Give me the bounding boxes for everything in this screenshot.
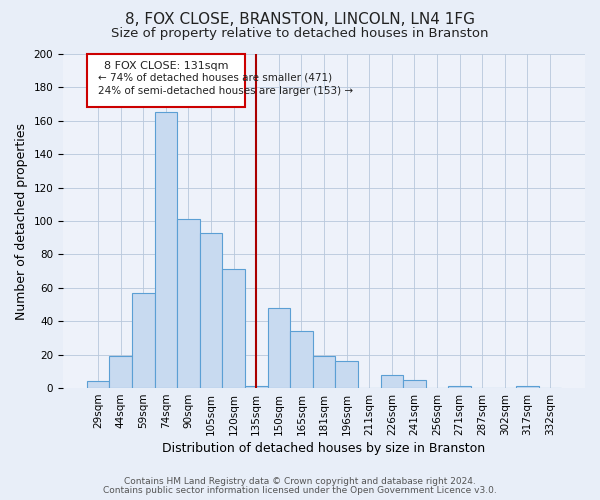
Text: Contains HM Land Registry data © Crown copyright and database right 2024.: Contains HM Land Registry data © Crown c…: [124, 477, 476, 486]
Bar: [245, 386, 268, 388]
Bar: [87, 382, 109, 388]
Bar: [380, 374, 403, 388]
Bar: [87, 54, 245, 108]
Bar: [177, 220, 200, 388]
Text: Contains public sector information licensed under the Open Government Licence v3: Contains public sector information licen…: [103, 486, 497, 495]
Text: 24% of semi-detached houses are larger (153) →: 24% of semi-detached houses are larger (…: [98, 86, 353, 96]
Bar: [290, 332, 313, 388]
Bar: [155, 112, 177, 388]
X-axis label: Distribution of detached houses by size in Branston: Distribution of detached houses by size …: [163, 442, 485, 455]
Bar: [516, 386, 539, 388]
Bar: [109, 356, 132, 388]
Bar: [335, 362, 358, 388]
Bar: [200, 232, 223, 388]
Text: 8, FOX CLOSE, BRANSTON, LINCOLN, LN4 1FG: 8, FOX CLOSE, BRANSTON, LINCOLN, LN4 1FG: [125, 12, 475, 28]
Text: Size of property relative to detached houses in Branston: Size of property relative to detached ho…: [111, 28, 489, 40]
Text: 8 FOX CLOSE: 131sqm: 8 FOX CLOSE: 131sqm: [104, 60, 228, 70]
Y-axis label: Number of detached properties: Number of detached properties: [15, 122, 28, 320]
Bar: [313, 356, 335, 388]
Bar: [132, 293, 155, 388]
Bar: [448, 386, 471, 388]
Bar: [403, 380, 425, 388]
Bar: [223, 270, 245, 388]
Bar: [268, 308, 290, 388]
Text: ← 74% of detached houses are smaller (471): ← 74% of detached houses are smaller (47…: [98, 72, 332, 83]
